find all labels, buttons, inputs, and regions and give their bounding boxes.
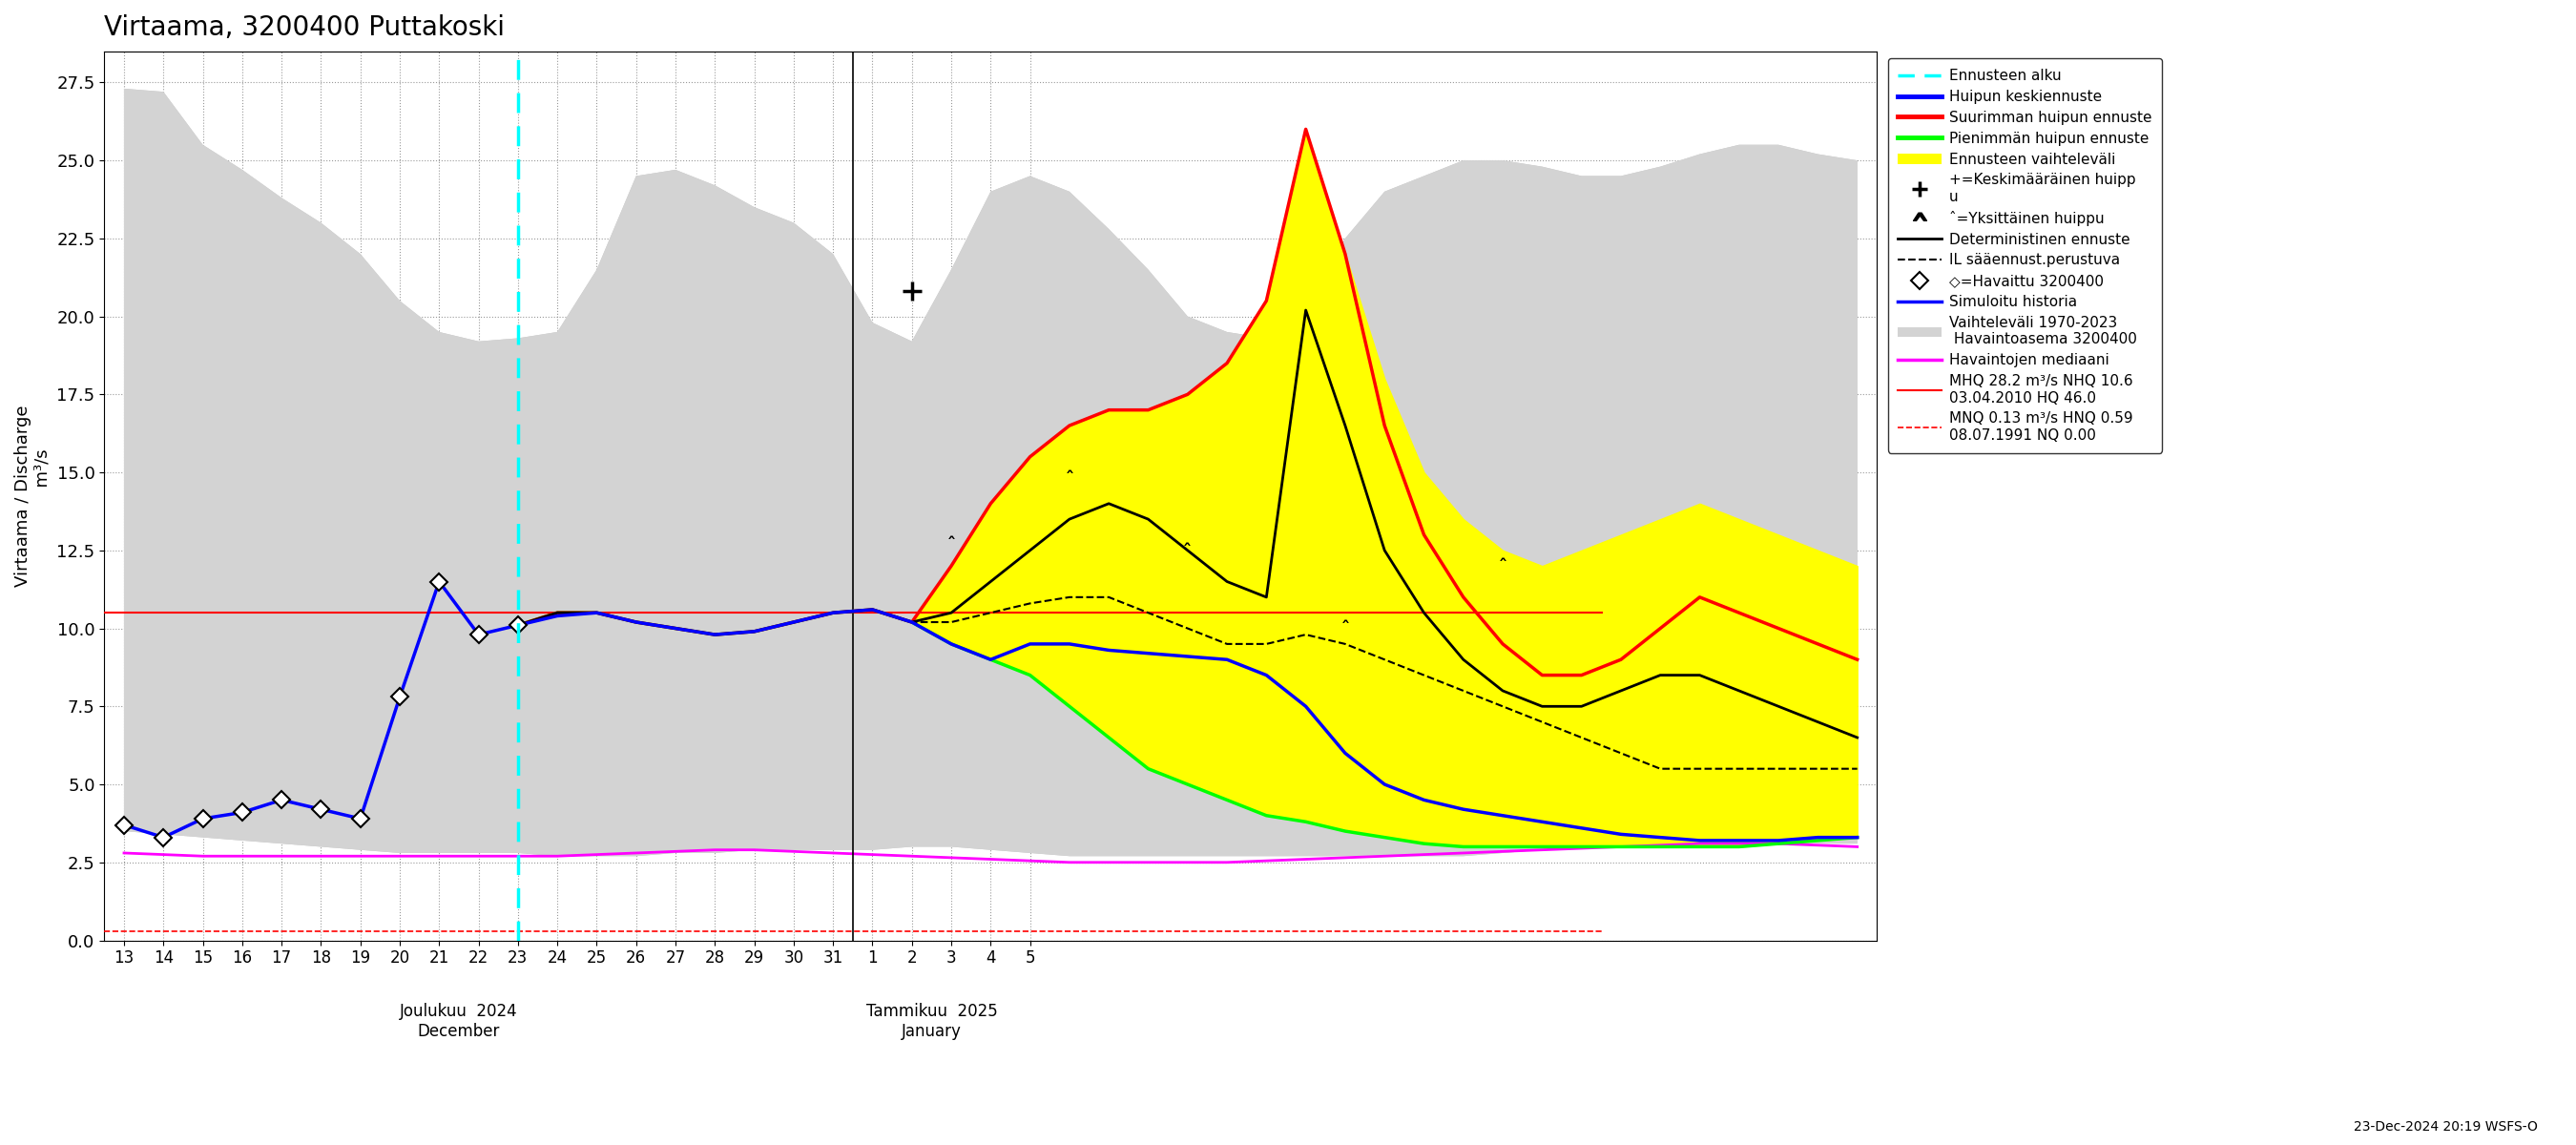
Text: 23-Dec-2024 20:19 WSFS-O: 23-Dec-2024 20:19 WSFS-O [2354,1120,2537,1134]
Text: ˆ: ˆ [1182,543,1193,560]
Y-axis label: Virtaama / Discharge
          m³/s: Virtaama / Discharge m³/s [15,405,52,586]
Text: ˆ: ˆ [948,536,956,553]
Text: ˆ: ˆ [1499,558,1507,575]
Text: Joulukuu  2024
December: Joulukuu 2024 December [399,1003,518,1040]
Text: ˆ: ˆ [1064,471,1074,488]
Text: ˆ: ˆ [1342,621,1350,638]
Legend: Ennusteen alku, Huipun keskiennuste, Suurimman huipun ennuste, Pienimmän huipun : Ennusteen alku, Huipun keskiennuste, Suu… [1888,58,2161,452]
Text: Virtaama, 3200400 Puttakoski: Virtaama, 3200400 Puttakoski [103,14,505,41]
Text: Tammikuu  2025
January: Tammikuu 2025 January [866,1003,997,1040]
